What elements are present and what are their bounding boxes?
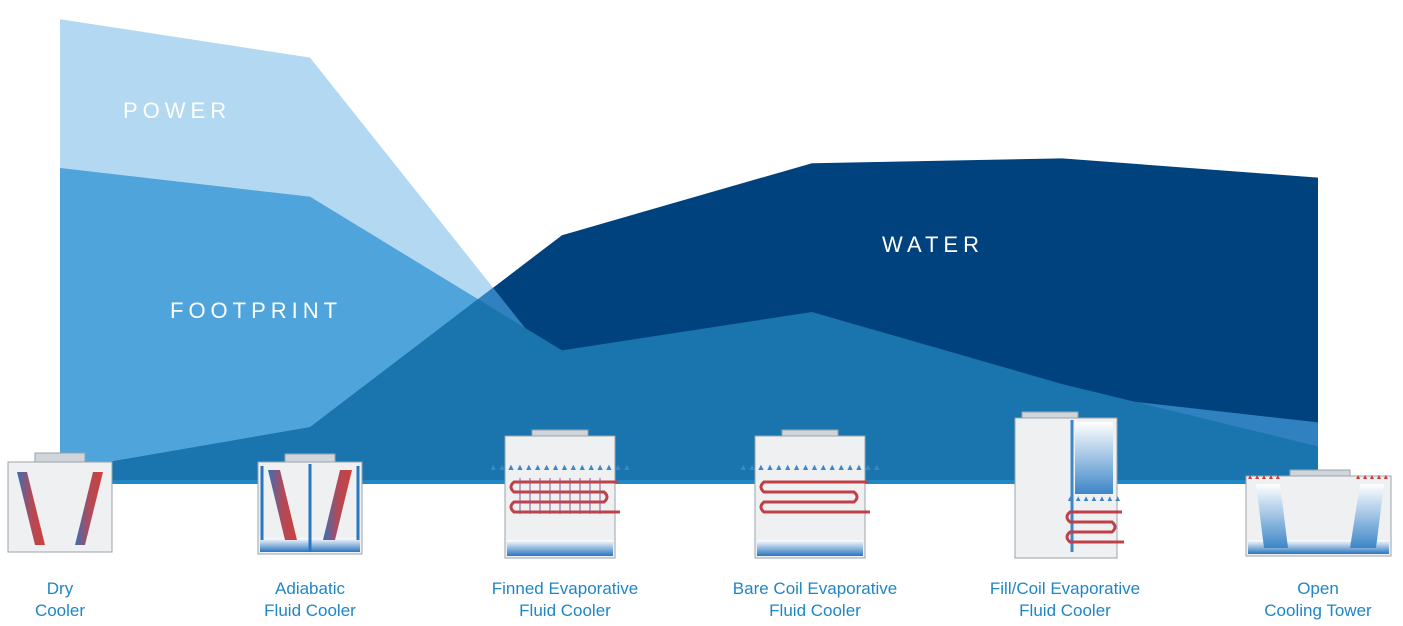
area-labels: POWER FOOTPRINT WATER [123, 98, 984, 323]
adiabatic-fluid-cooler-illustration [257, 453, 363, 555]
category-label-line: Fluid Cooler [264, 601, 356, 620]
category-label-line: Fluid Cooler [769, 601, 861, 620]
svg-text:▲▲▲▲▲▲▲▲▲▲▲▲▲▲▲▲: ▲▲▲▲▲▲▲▲▲▲▲▲▲▲▲▲ [489, 462, 632, 472]
dry-cooler-illustration [7, 452, 113, 553]
svg-text:▲▲▲▲▲: ▲▲▲▲▲ [1247, 474, 1282, 481]
overlap-power-footprint [60, 168, 1318, 480]
area-label-power: POWER [123, 98, 231, 123]
category-label-line: Finned Evaporative [491, 579, 639, 598]
category-label: Adiabatic Fluid Cooler [200, 578, 420, 622]
bare-coil-evaporative-cooler-illustration: ▲▲▲▲▲▲▲▲▲▲▲▲▲▲▲▲ [739, 429, 882, 559]
category-label-line: Fluid Cooler [519, 601, 611, 620]
category-label-line: Cooler [34, 601, 86, 620]
svg-text:▲▲▲▲▲▲▲▲▲▲▲▲▲▲▲▲: ▲▲▲▲▲▲▲▲▲▲▲▲▲▲▲▲ [739, 462, 882, 472]
category-label: Fill/Coil Evaporative Fluid Cooler [955, 578, 1175, 622]
category-label-line: Bare Coil Evaporative [732, 579, 898, 598]
area-layers [60, 19, 1318, 484]
svg-text:▲▲▲▲▲▲▲: ▲▲▲▲▲▲▲ [1066, 494, 1121, 503]
category-label: Finned Evaporative Fluid Cooler [455, 578, 675, 622]
baseline [60, 480, 1318, 484]
area-label-footprint: FOOTPRINT [170, 298, 342, 323]
category-label-line: Adiabatic [275, 579, 345, 598]
category-label: Bare Coil Evaporative Fluid Cooler [705, 578, 925, 622]
category-label: Dry Cooler [0, 578, 170, 622]
open-cooling-tower-illustration: ▲▲▲▲▲ ▲▲▲▲▲ [1245, 469, 1392, 557]
category-label-line: Fluid Cooler [1019, 601, 1111, 620]
category-label-line: Cooling Tower [1264, 601, 1372, 620]
finned-evaporative-cooler-illustration: ▲▲▲▲▲▲▲▲▲▲▲▲▲▲▲▲ [489, 429, 632, 559]
category-label-line: Open [1297, 579, 1339, 598]
svg-text:▲▲▲▲▲: ▲▲▲▲▲ [1355, 474, 1390, 481]
category-label-line: Dry [46, 579, 74, 598]
fill-coil-evaporative-cooler-illustration: ▲▲▲▲▲▲▲ [1014, 411, 1124, 559]
category-label-line: Fill/Coil Evaporative [989, 579, 1141, 598]
category-label: Open Cooling Tower [1208, 578, 1403, 622]
area-label-water: WATER [882, 232, 984, 257]
